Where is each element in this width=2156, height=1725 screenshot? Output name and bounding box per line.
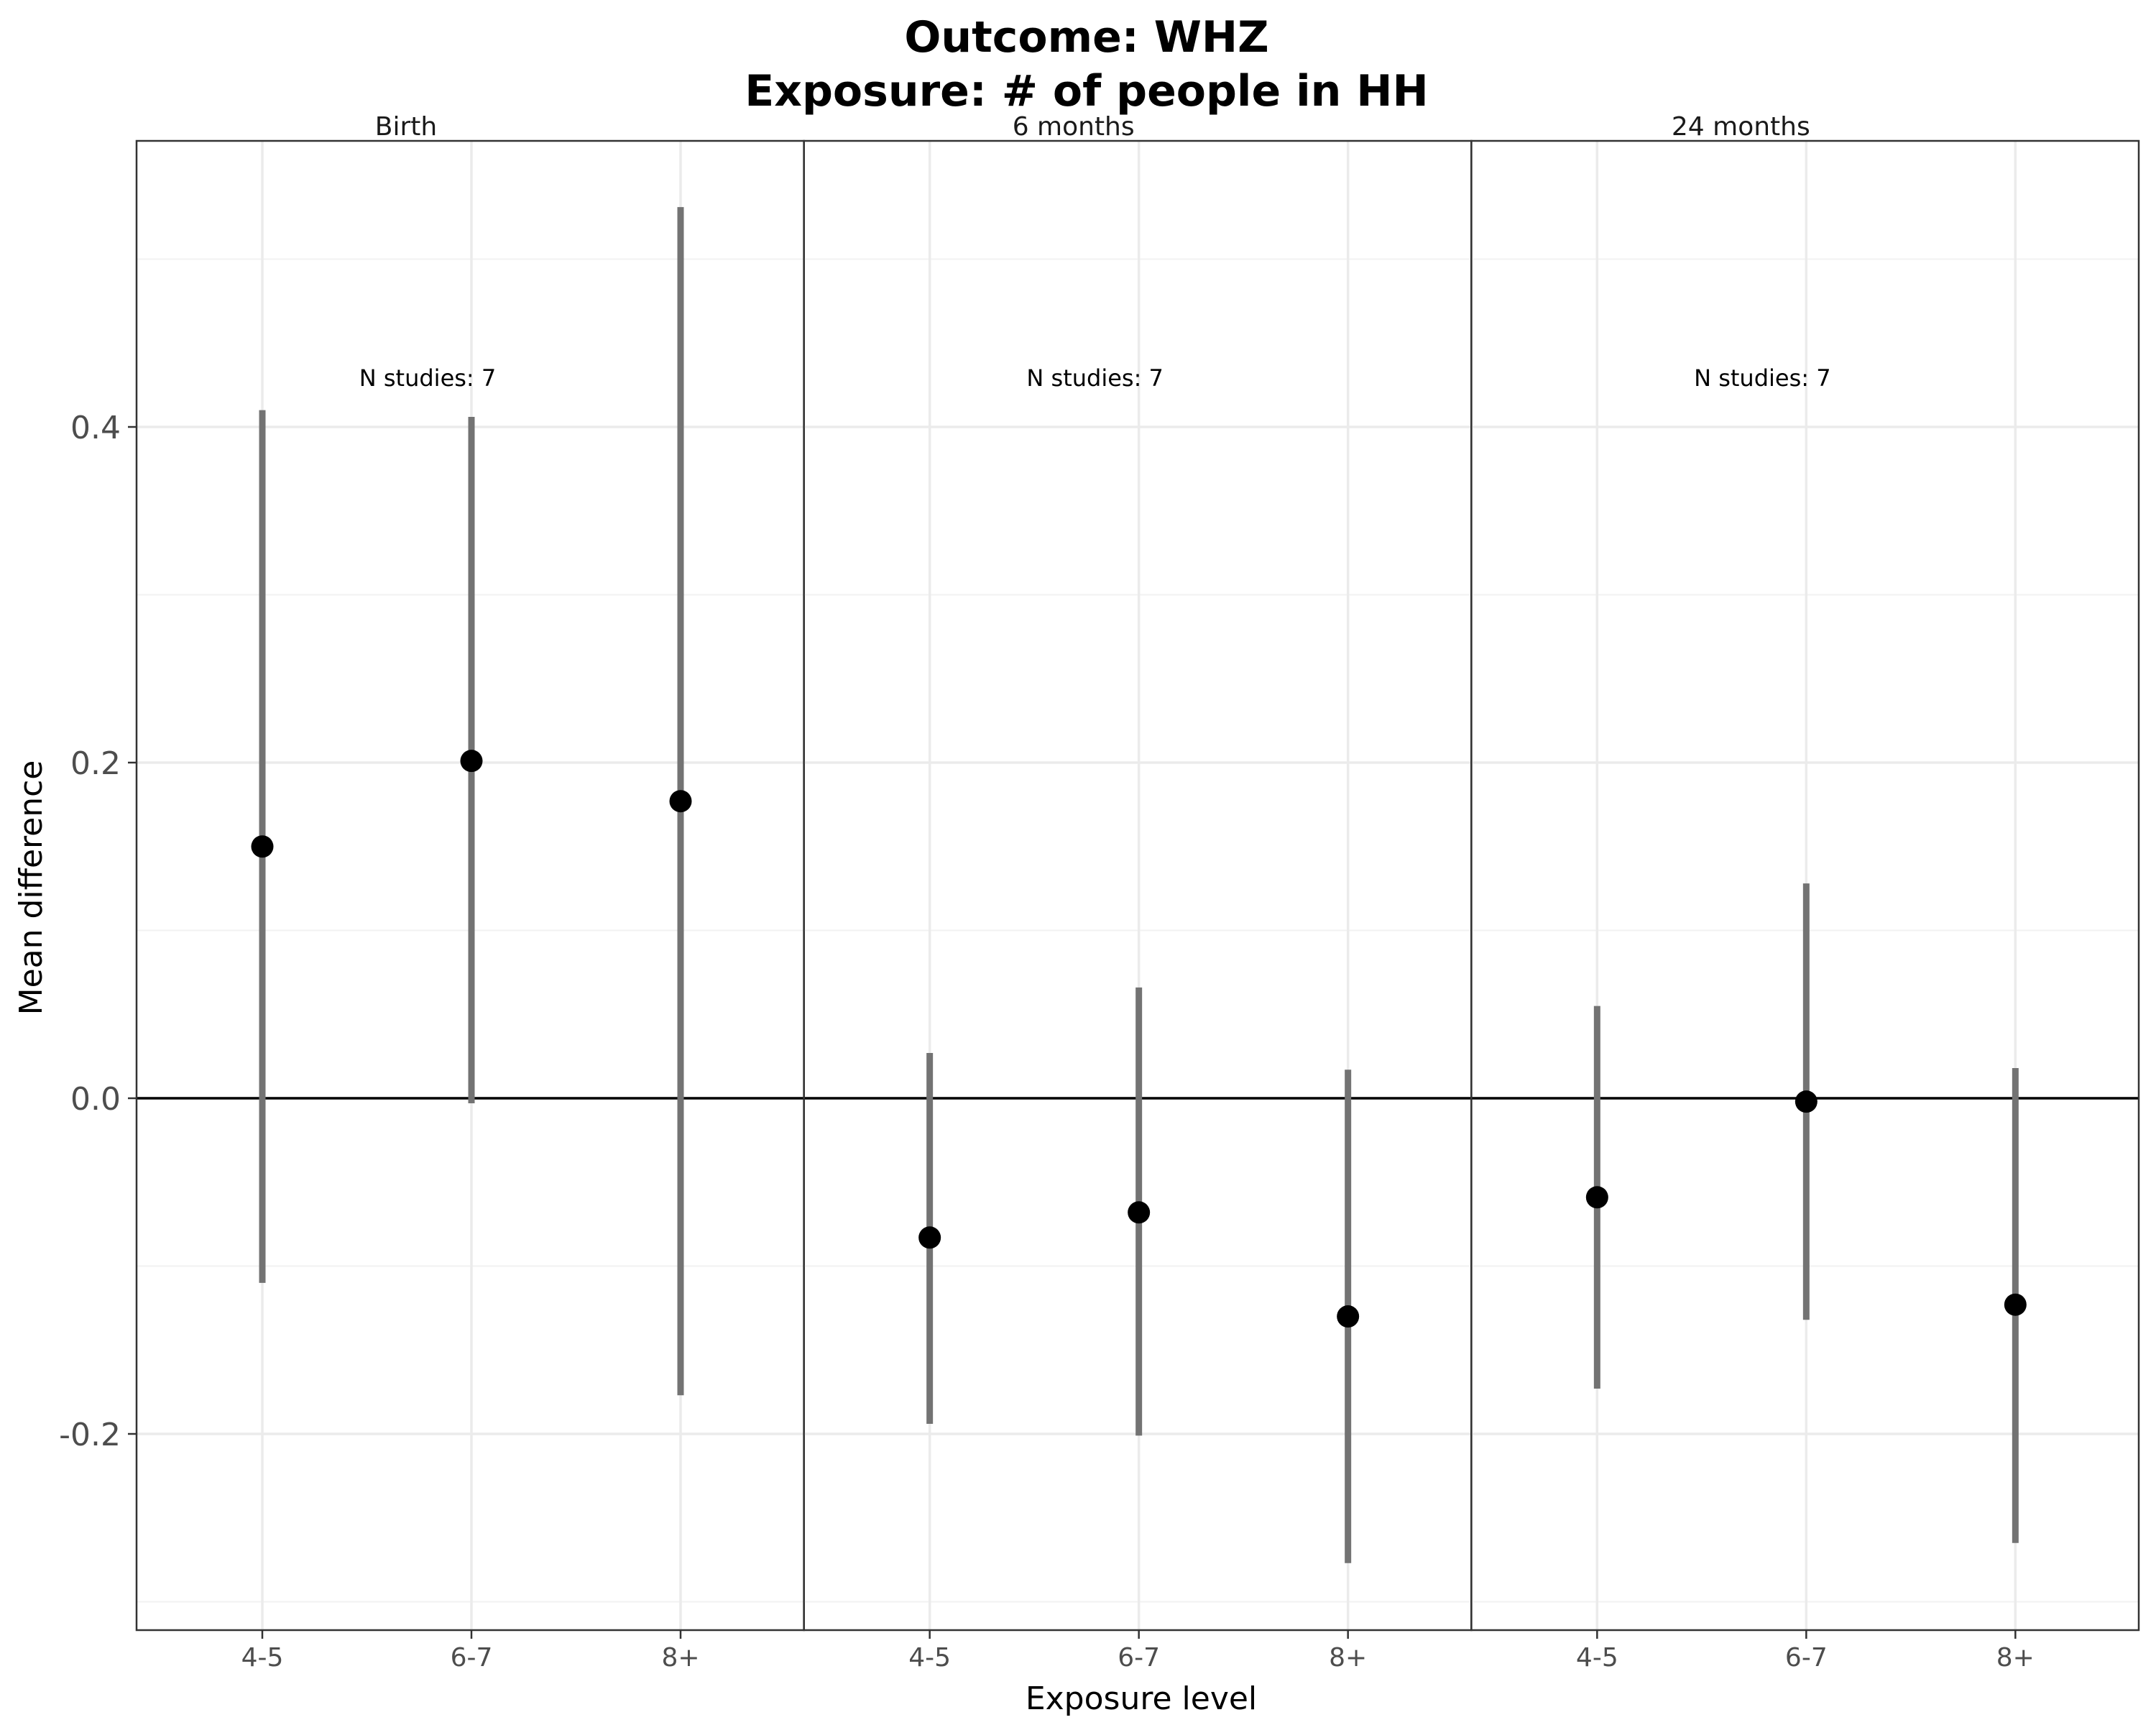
- estimate-point: [1128, 1201, 1151, 1224]
- x-tick-label: 4-5: [241, 1643, 284, 1673]
- panel-strip-label: 6 months: [1013, 112, 1135, 142]
- estimate-point: [251, 835, 274, 858]
- chart-title-line-2: Exposure: # of people in HH: [745, 66, 1428, 116]
- y-tick-label: 0.4: [70, 410, 121, 446]
- y-axis-label: Mean difference: [13, 760, 50, 1016]
- panel-border: [1470, 139, 2140, 1632]
- x-axis-label: Exposure level: [1026, 1680, 1257, 1717]
- x-tick-label: 4-5: [1576, 1643, 1618, 1673]
- x-tick-label: 6-7: [1785, 1643, 1828, 1673]
- x-tick-label: 8+: [661, 1643, 699, 1673]
- chart-title-line-1: Outcome: WHZ: [904, 12, 1268, 63]
- x-tick-label: 8+: [1329, 1643, 1367, 1673]
- y-tick-label: 0.0: [70, 1081, 121, 1118]
- estimate-point: [460, 750, 483, 773]
- n-studies-annotation: N studies: 7: [359, 364, 496, 392]
- panel-strip-label: 24 months: [1672, 112, 1810, 142]
- estimate-point: [1795, 1090, 1818, 1113]
- n-studies-annotation: N studies: 7: [1694, 364, 1830, 392]
- x-tick-label: 6-7: [451, 1643, 493, 1673]
- y-tick-label: 0.2: [70, 745, 121, 782]
- estimate-point: [1337, 1305, 1360, 1328]
- x-tick-label: 6-7: [1118, 1643, 1160, 1673]
- panel-strip-label: Birth: [375, 112, 437, 142]
- x-tick-label: 4-5: [908, 1643, 951, 1673]
- estimate-point: [669, 790, 692, 813]
- estimate-point: [1585, 1186, 1608, 1209]
- y-tick-label: -0.2: [59, 1417, 121, 1453]
- n-studies-annotation: N studies: 7: [1026, 364, 1163, 392]
- x-tick-label: 8+: [1996, 1643, 2035, 1673]
- estimate-point: [2004, 1293, 2027, 1316]
- estimate-point: [918, 1226, 941, 1249]
- plot-area: Birth N studies: 7 4-5 6-7 8+ 6 months N studi…: [59, 112, 2140, 1673]
